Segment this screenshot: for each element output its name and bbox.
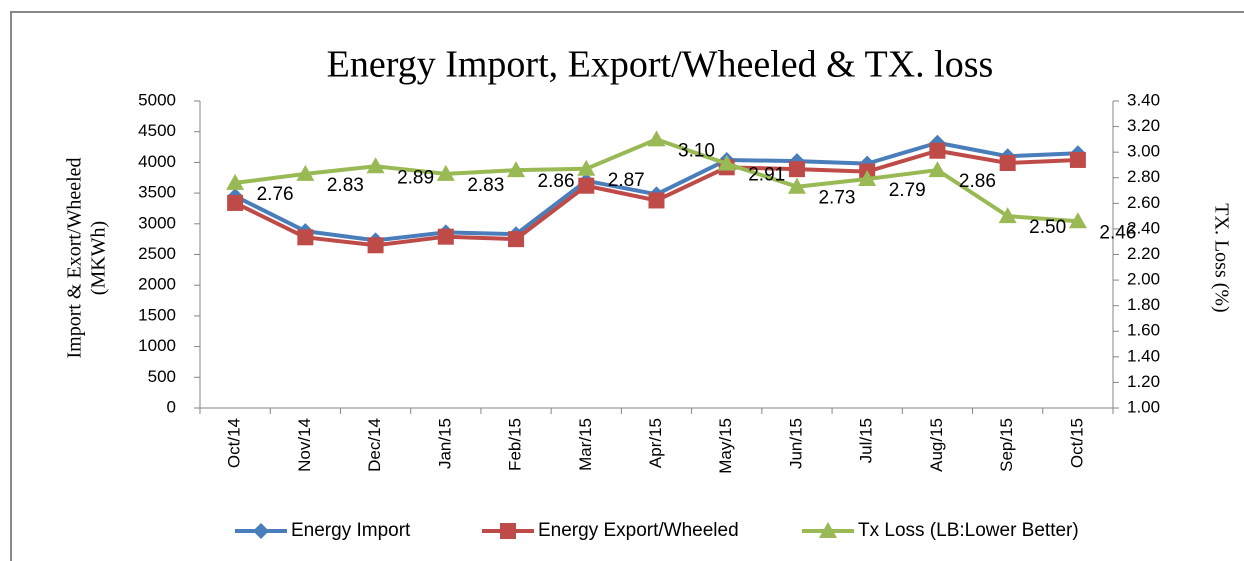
y-tick-label: 4500 — [138, 121, 176, 140]
y-tick-label: 2000 — [138, 275, 176, 294]
y2-tick-label: 2.60 — [1127, 193, 1160, 212]
y-tick-label: 500 — [148, 367, 176, 386]
data-label: 2.50 — [1029, 217, 1066, 238]
y-tick-label: 3500 — [138, 183, 176, 202]
x-tick-label: Jan/15 — [435, 418, 454, 469]
data-label: 2.86 — [959, 171, 996, 192]
marker — [787, 177, 806, 194]
legend-label: Energy Export/Wheeled — [538, 520, 739, 541]
y2-tick-label: 3.00 — [1127, 142, 1160, 161]
data-label: 2.91 — [748, 165, 785, 186]
y-tick-label: 2500 — [138, 244, 176, 263]
x-tick-label: Sep/15 — [997, 418, 1016, 472]
marker — [577, 159, 596, 176]
marker — [507, 161, 526, 178]
data-label: 2.89 — [397, 167, 434, 188]
marker — [929, 142, 946, 159]
y-axis-label: Import & Exort/Wheeled — [64, 157, 86, 358]
data-label: 2.79 — [889, 180, 926, 201]
data-label: 2.83 — [327, 175, 364, 196]
x-tick-label: Oct/14 — [225, 418, 244, 468]
marker — [366, 157, 385, 174]
marker — [367, 237, 384, 254]
marker — [437, 228, 454, 245]
marker — [227, 194, 244, 211]
x-tick-label: Feb/15 — [506, 418, 525, 471]
y-tick-label: 1000 — [138, 336, 176, 355]
marker — [436, 164, 455, 181]
y-tick-label: 5000 — [138, 90, 176, 109]
y-tick-label: 1500 — [138, 305, 176, 324]
marker — [999, 155, 1016, 172]
y2-tick-label: 2.80 — [1127, 167, 1160, 186]
x-tick-label: Mar/15 — [576, 418, 595, 471]
y2-tick-label: 3.20 — [1127, 116, 1160, 135]
legend-label: Tx Loss (LB:Lower Better) — [858, 520, 1079, 541]
chart-title: Energy Import, Export/Wheeled & TX. loss — [327, 44, 994, 86]
data-label: 3.10 — [678, 140, 715, 161]
y2-tick-label: 3.40 — [1127, 90, 1160, 109]
marker — [858, 170, 877, 187]
x-tick-label: May/15 — [716, 418, 735, 474]
y2-tick-label: 2.00 — [1127, 270, 1160, 289]
y2-tick-label: 1.60 — [1127, 321, 1160, 340]
x-tick-label: Oct/15 — [1067, 418, 1086, 468]
data-label: 2.87 — [608, 170, 645, 191]
legend-item: Energy Export/Wheeled — [482, 520, 739, 541]
y2-axis-label: TX. Loss (%) — [1210, 203, 1232, 312]
x-tick-label: Jun/15 — [786, 418, 805, 469]
data-label: 2.73 — [818, 188, 855, 209]
y2-tick-label: 1.00 — [1127, 397, 1160, 416]
marker — [717, 154, 736, 171]
y-axis-label: (MKWh) — [88, 221, 110, 295]
legend-item: Energy Import — [235, 520, 411, 541]
marker — [297, 229, 314, 246]
y2-tick-label: 1.80 — [1127, 295, 1160, 314]
x-tick-label: Nov/14 — [295, 418, 314, 472]
legend-label: Energy Import — [291, 520, 411, 541]
y-tick-label: 4000 — [138, 152, 176, 171]
marker — [578, 177, 595, 194]
marker — [788, 161, 805, 178]
y2-tick-label: 1.40 — [1127, 346, 1160, 365]
x-tick-label: Dec/14 — [365, 418, 384, 472]
legend-marker — [500, 523, 516, 539]
legend-item: Tx Loss (LB:Lower Better) — [802, 520, 1079, 541]
marker — [647, 130, 666, 147]
marker — [648, 192, 665, 209]
marker — [928, 161, 947, 178]
x-tick-label: Apr/15 — [646, 418, 665, 468]
y2-tick-label: 2.20 — [1127, 244, 1160, 263]
x-tick-label: Aug/15 — [927, 418, 946, 472]
data-label: 2.83 — [467, 175, 504, 196]
marker — [1069, 151, 1086, 168]
y-tick-label: 0 — [167, 397, 176, 416]
data-label: 2.46 — [1099, 222, 1136, 243]
y2-tick-label: 2.40 — [1127, 218, 1160, 237]
marker — [998, 207, 1017, 224]
marker — [296, 164, 315, 181]
data-label: 2.86 — [538, 171, 575, 192]
marker — [226, 173, 245, 190]
marker — [1068, 212, 1087, 229]
data-label: 2.76 — [257, 184, 294, 205]
y-tick-label: 3000 — [138, 213, 176, 232]
x-tick-label: Jul/15 — [857, 418, 876, 463]
marker — [508, 231, 525, 248]
y2-tick-label: 1.20 — [1127, 372, 1160, 391]
legend-marker — [819, 522, 837, 538]
legend-marker — [253, 523, 269, 539]
